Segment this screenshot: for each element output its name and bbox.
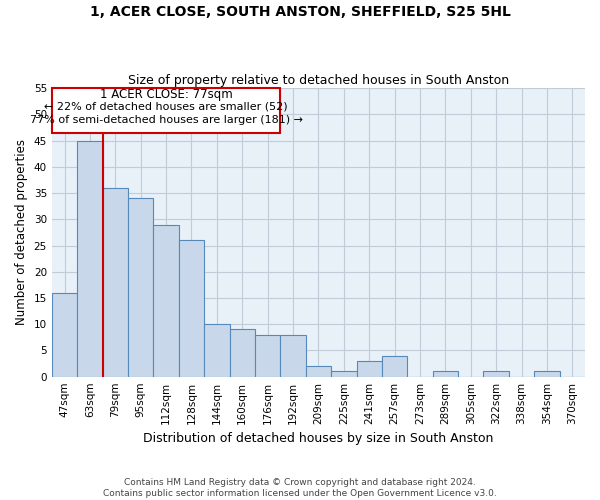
X-axis label: Distribution of detached houses by size in South Anston: Distribution of detached houses by size … (143, 432, 494, 445)
Y-axis label: Number of detached properties: Number of detached properties (15, 140, 28, 326)
Bar (103, 188, 128, 376)
Text: 1, ACER CLOSE, SOUTH ANSTON, SHEFFIELD, S25 5HL: 1, ACER CLOSE, SOUTH ANSTON, SHEFFIELD, … (89, 5, 511, 19)
Bar (204, 324, 230, 376)
Bar (306, 366, 331, 376)
Text: 77% of semi-detached houses are larger (181) →: 77% of semi-detached houses are larger (… (29, 114, 302, 124)
FancyBboxPatch shape (52, 88, 280, 133)
Bar (154, 224, 179, 376)
Bar (356, 361, 382, 376)
Text: 1 ACER CLOSE: 77sqm: 1 ACER CLOSE: 77sqm (100, 88, 232, 101)
Bar (128, 198, 154, 376)
Bar (534, 372, 560, 376)
Bar (77, 140, 103, 376)
Title: Size of property relative to detached houses in South Anston: Size of property relative to detached ho… (128, 74, 509, 87)
Bar (52, 292, 77, 376)
Bar (484, 372, 509, 376)
Text: ← 22% of detached houses are smaller (52): ← 22% of detached houses are smaller (52… (44, 102, 288, 112)
Bar (280, 334, 306, 376)
Bar (230, 330, 255, 376)
Text: Contains HM Land Registry data © Crown copyright and database right 2024.
Contai: Contains HM Land Registry data © Crown c… (103, 478, 497, 498)
Bar (331, 372, 356, 376)
Bar (382, 356, 407, 376)
Bar (255, 334, 280, 376)
Bar (433, 372, 458, 376)
Bar (179, 240, 204, 376)
